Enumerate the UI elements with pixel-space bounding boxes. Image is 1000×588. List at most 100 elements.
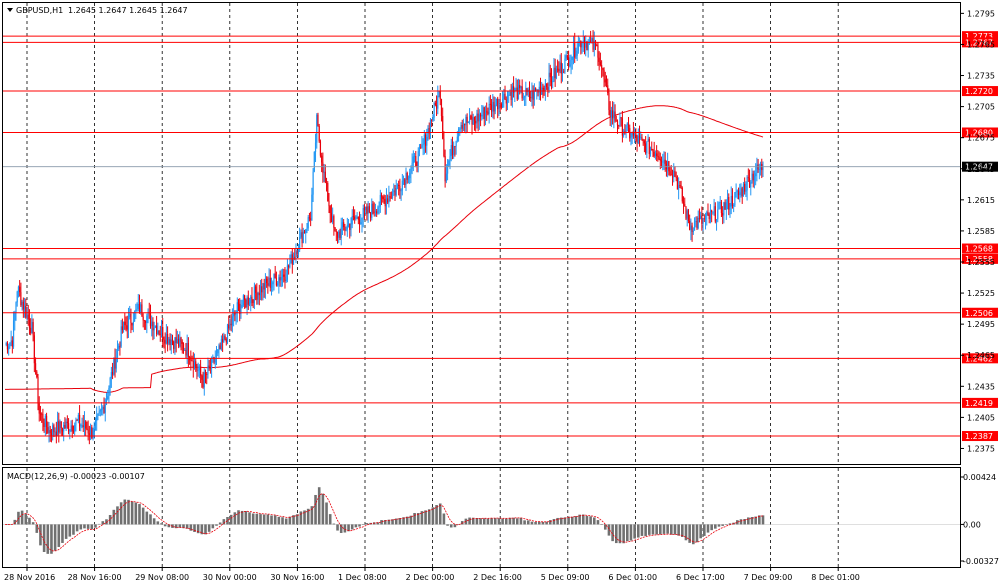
candle-body bbox=[295, 251, 297, 257]
candle-body bbox=[130, 313, 132, 323]
macd-histogram-bar bbox=[574, 516, 578, 525]
macd-histogram-bar bbox=[405, 516, 409, 525]
candle-body bbox=[755, 173, 757, 177]
macd-histogram-bar bbox=[607, 524, 611, 536]
macd-histogram-bar bbox=[42, 524, 46, 552]
candle-body bbox=[23, 305, 26, 310]
candle-body bbox=[264, 278, 267, 290]
candle-body bbox=[41, 413, 43, 415]
candle-body bbox=[125, 324, 127, 326]
candle-body bbox=[361, 217, 363, 223]
macd-histogram-bar bbox=[449, 524, 453, 528]
macd-histogram-bar bbox=[383, 520, 387, 525]
candle-body bbox=[426, 136, 428, 146]
candle-body bbox=[564, 58, 566, 73]
macd-histogram-bar bbox=[578, 514, 581, 525]
candle-body bbox=[275, 278, 278, 286]
macd-histogram-bar bbox=[211, 524, 215, 529]
candle-body bbox=[569, 64, 571, 67]
candle-body bbox=[736, 190, 738, 192]
macd-pane[interactable] bbox=[2, 467, 961, 568]
candle-body bbox=[100, 408, 103, 411]
candle-body bbox=[581, 43, 583, 48]
candle-body bbox=[42, 414, 44, 423]
macd-histogram-bar bbox=[717, 524, 721, 527]
candle-body bbox=[131, 322, 133, 326]
candle-body bbox=[709, 210, 712, 220]
candle-body bbox=[656, 153, 658, 156]
candle-body bbox=[382, 196, 384, 199]
macd-histogram-bar bbox=[629, 524, 633, 541]
candle-body bbox=[543, 87, 545, 92]
candle-body bbox=[674, 170, 676, 177]
candle-body bbox=[277, 283, 279, 286]
price-pane[interactable] bbox=[2, 2, 961, 465]
macd-histogram-bar bbox=[387, 519, 391, 525]
macd-histogram-bar bbox=[336, 524, 339, 531]
candle-body bbox=[209, 367, 211, 369]
candle-body bbox=[728, 197, 730, 210]
candle-body bbox=[89, 427, 92, 435]
candle-body bbox=[751, 173, 753, 183]
candle-body bbox=[479, 114, 482, 117]
y-tick-label: 1.2375 bbox=[967, 444, 995, 453]
candle-body bbox=[615, 120, 617, 122]
level-label: 1.2387 bbox=[965, 432, 993, 441]
candle-body bbox=[424, 134, 427, 146]
candle-body bbox=[684, 204, 686, 207]
macd-histogram-bar bbox=[457, 524, 460, 525]
candle-body bbox=[80, 425, 82, 427]
candle-body bbox=[700, 215, 702, 219]
macd-histogram-bar bbox=[79, 524, 83, 530]
macd-histogram-bar bbox=[636, 524, 640, 538]
candle-body bbox=[85, 421, 87, 429]
candle-body bbox=[302, 231, 304, 244]
macd-histogram-bar bbox=[471, 517, 475, 525]
candle-body bbox=[336, 231, 339, 238]
macd-histogram-bar bbox=[508, 517, 512, 525]
candle-body bbox=[698, 217, 701, 219]
candle-body bbox=[406, 172, 408, 180]
candle-body bbox=[141, 304, 143, 317]
macd-histogram-bar bbox=[189, 524, 193, 531]
macd-histogram-bar bbox=[614, 524, 618, 544]
candle-body bbox=[379, 195, 381, 207]
candle-body bbox=[86, 428, 88, 430]
candle-body bbox=[323, 171, 325, 173]
candle-body bbox=[109, 378, 111, 389]
candle-body bbox=[467, 121, 469, 123]
macd-histogram-bar bbox=[306, 508, 310, 525]
collapse-triangle-icon[interactable] bbox=[7, 8, 13, 12]
candle-body bbox=[729, 206, 731, 210]
candle-body bbox=[235, 312, 237, 315]
candle-body bbox=[725, 202, 727, 210]
macd-histogram-bar bbox=[57, 524, 61, 547]
candle-body bbox=[523, 96, 526, 98]
macd-histogram-bar bbox=[259, 514, 262, 525]
candle-body bbox=[156, 325, 158, 334]
candle-body bbox=[15, 302, 17, 313]
candle-body bbox=[438, 91, 440, 96]
candle-body bbox=[465, 116, 467, 126]
candle-body bbox=[140, 304, 142, 314]
candle-body bbox=[49, 430, 51, 434]
candle-body bbox=[530, 97, 532, 99]
candle-body bbox=[332, 216, 334, 223]
candle-body bbox=[607, 85, 609, 93]
level-label: 1.2767 bbox=[965, 38, 993, 47]
candle-body bbox=[508, 94, 510, 96]
level-label-box bbox=[962, 253, 998, 264]
macd-histogram-bar bbox=[6, 524, 9, 525]
candle-body bbox=[263, 283, 265, 290]
candle-body bbox=[739, 192, 741, 196]
candle-body bbox=[696, 221, 698, 229]
candle-body bbox=[367, 206, 369, 214]
candle-body bbox=[158, 330, 160, 334]
macd-histogram-bar bbox=[160, 523, 163, 525]
candle-body bbox=[690, 225, 692, 230]
candle-body bbox=[10, 340, 12, 343]
macd-histogram-bar bbox=[585, 515, 589, 525]
macd-histogram-bar bbox=[266, 514, 270, 525]
